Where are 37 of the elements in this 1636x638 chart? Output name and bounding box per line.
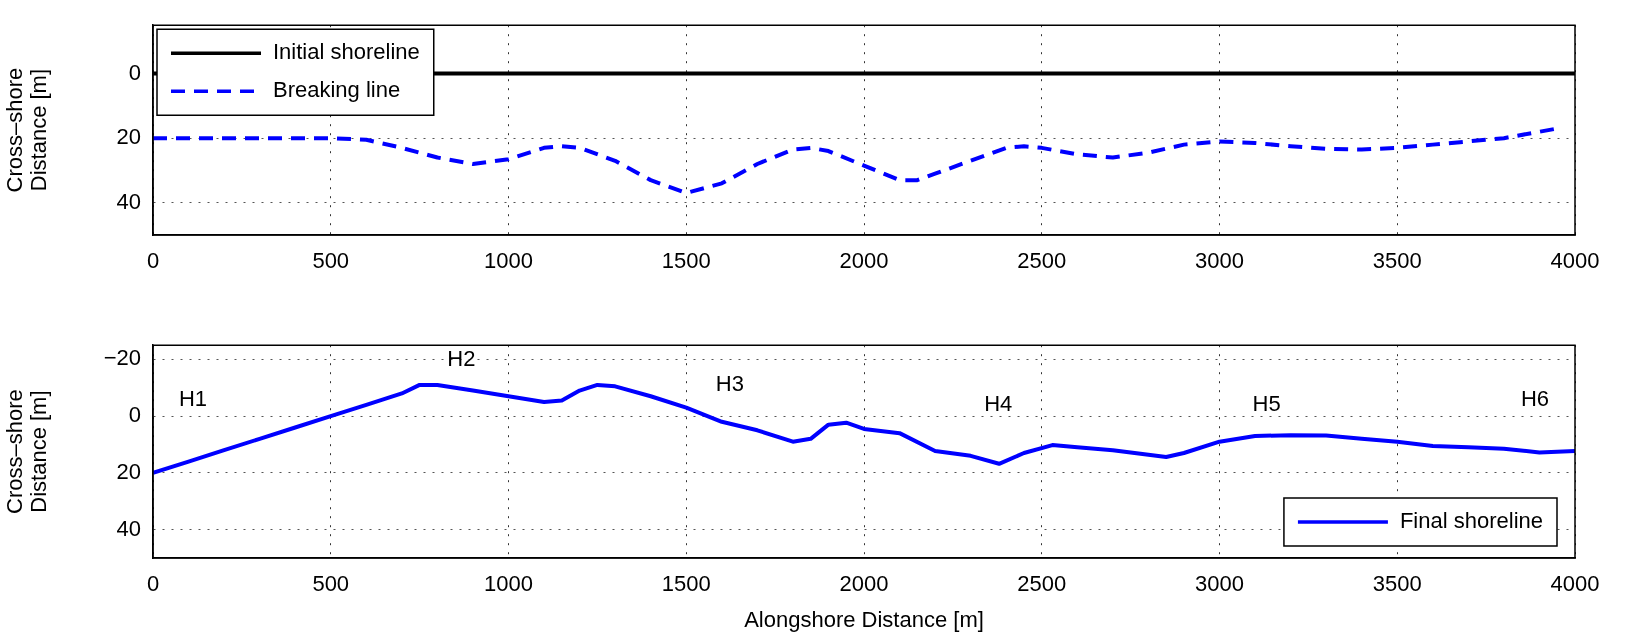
annotation: H6 bbox=[1520, 386, 1550, 412]
annotation: H5 bbox=[1252, 391, 1281, 417]
x-tick-label: 2000 bbox=[839, 248, 889, 274]
x-tick-label: 1500 bbox=[661, 248, 711, 274]
legend-label: Initial shoreline bbox=[273, 39, 420, 65]
x-tick-label: 2500 bbox=[1017, 571, 1067, 597]
annotation: H3 bbox=[715, 371, 744, 397]
annotation: H2 bbox=[447, 346, 476, 372]
x-tick-label: 500 bbox=[312, 571, 350, 597]
y-axis-title: Cross–shore Distance [m] bbox=[2, 389, 52, 514]
x-tick-label: 3000 bbox=[1195, 571, 1244, 597]
annotation: H1 bbox=[178, 386, 208, 412]
legend-label: Breaking line bbox=[273, 77, 401, 103]
x-tick-label: 1000 bbox=[484, 571, 533, 597]
y-tick-label: 40 bbox=[116, 188, 141, 214]
y-tick-label: −20 bbox=[103, 345, 141, 371]
y-tick-label: 0 bbox=[128, 402, 141, 428]
x-tick-label: 2500 bbox=[1017, 248, 1067, 274]
x-tick-label: 4000 bbox=[1550, 248, 1600, 274]
x-tick-label: 3500 bbox=[1372, 571, 1422, 597]
y-axis-title: Cross–shore Distance [m] bbox=[2, 67, 52, 193]
y-tick-label: 0 bbox=[128, 59, 141, 85]
x-tick-label: 1500 bbox=[661, 571, 711, 597]
x-tick-label: 3000 bbox=[1195, 248, 1244, 274]
x-tick-label: 1000 bbox=[484, 248, 533, 274]
x-tick-label: 4000 bbox=[1550, 571, 1600, 597]
y-tick-label: 20 bbox=[116, 458, 141, 484]
x-tick-label: 0 bbox=[146, 571, 160, 597]
x-tick-label: 0 bbox=[146, 248, 160, 274]
x-tick-label: 2000 bbox=[839, 571, 889, 597]
y-tick-label: 40 bbox=[116, 515, 141, 541]
x-axis-title: Alongshore Distance [m] bbox=[744, 606, 984, 632]
x-tick-label: 500 bbox=[312, 248, 350, 274]
legend-label: Final shoreline bbox=[1399, 508, 1543, 534]
x-tick-label: 3500 bbox=[1372, 248, 1422, 274]
y-tick-label: 20 bbox=[116, 124, 141, 150]
annotation: H4 bbox=[984, 391, 1013, 417]
